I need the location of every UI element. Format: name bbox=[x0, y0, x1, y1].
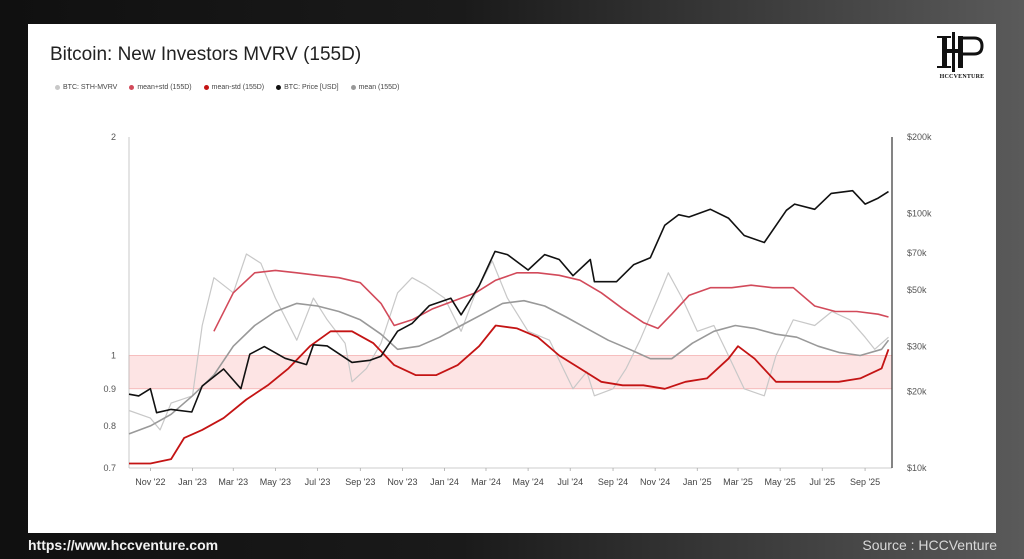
x-tick-label: Jan '25 bbox=[683, 477, 712, 487]
y-tick-label: 0.8 bbox=[103, 421, 116, 431]
chart-legend: BTC: STH-MVRV mean+std (155D) mean-std (… bbox=[55, 81, 399, 93]
series-line-btc-price-usd bbox=[128, 189, 889, 414]
tick-layer: 2 1 0.9 0.8 0.7 $200k $100k $70k $50k $30k $20k $10… bbox=[103, 132, 932, 487]
series-line-mean-std-155d bbox=[129, 324, 890, 465]
y-tick-label: 0.9 bbox=[103, 384, 116, 394]
x-tick-label: Jul '25 bbox=[809, 477, 835, 487]
x-tick-label: Jul '23 bbox=[305, 477, 331, 487]
legend-marker bbox=[203, 84, 209, 90]
x-tick-label: May '23 bbox=[260, 477, 291, 487]
legend-marker bbox=[350, 84, 356, 90]
legend-label: mean+std (155D) bbox=[137, 83, 192, 91]
mvrv-band bbox=[128, 355, 893, 390]
x-tick-label: May '25 bbox=[765, 477, 796, 487]
series-line-mean-std-155d bbox=[213, 269, 889, 332]
x-tick-label: Nov '23 bbox=[387, 477, 417, 487]
series-layer bbox=[128, 189, 890, 465]
hccventure-logo: HCCVENTURE bbox=[932, 32, 992, 84]
legend-label: BTC: STH-MVRV bbox=[63, 83, 118, 91]
x-tick-label: Nov '24 bbox=[640, 477, 670, 487]
chart-title: Bitcoin: New Investors MVRV (155D) bbox=[50, 44, 362, 65]
legend-item-sth-mvrv[interactable]: BTC: STH-MVRV bbox=[55, 84, 117, 91]
y2-tick-label: $50k bbox=[907, 285, 927, 295]
legend-marker bbox=[276, 84, 282, 90]
x-tick-label: Nov '22 bbox=[135, 477, 165, 487]
series-line-btc-sth-mvrv bbox=[128, 253, 889, 431]
chart-card: Bitcoin: New Investors MVRV (155D) BTC: … bbox=[28, 24, 996, 533]
legend-label: BTC: Price [USD] bbox=[284, 83, 339, 91]
chart-svg: 2 1 0.9 0.8 0.7 $200k $100k $70k $50k $30k $20k $10… bbox=[103, 132, 932, 487]
y2-tick-label: $100k bbox=[907, 209, 932, 219]
logo-text: HCCVENTURE bbox=[939, 74, 985, 80]
x-tick-label: Sep '23 bbox=[345, 477, 375, 487]
x-tick-label: Mar '25 bbox=[723, 477, 753, 487]
logo-mark-icon bbox=[937, 32, 984, 72]
legend-marker bbox=[55, 84, 60, 90]
legend-marker bbox=[129, 84, 135, 90]
legend-label: mean (155D) bbox=[358, 83, 400, 91]
x-tick-label: Sep '25 bbox=[850, 477, 880, 487]
legend-item-mean-plus-std[interactable]: mean+std (155D) bbox=[129, 83, 192, 91]
x-tick-label: May '24 bbox=[512, 477, 543, 487]
y2-tick-label: $200k bbox=[907, 132, 932, 142]
y2-tick-label: $70k bbox=[907, 248, 927, 258]
x-tick-label: Jan '23 bbox=[178, 477, 207, 487]
legend-item-mean-minus-std[interactable]: mean-std (155D) bbox=[203, 83, 265, 91]
legend-item-btc-price[interactable]: BTC: Price [USD] bbox=[276, 83, 339, 91]
y2-tick-label: $30k bbox=[907, 342, 927, 352]
y2-tick-label: $10k bbox=[907, 463, 927, 473]
footer-source: Source : HCCVenture bbox=[862, 537, 997, 553]
series-line-mean-155d bbox=[128, 299, 890, 435]
y-tick-label: 0.7 bbox=[103, 463, 116, 473]
footer-url[interactable]: https://www.hccventure.com bbox=[28, 537, 219, 553]
band-layer bbox=[128, 355, 893, 390]
y2-tick-label: $20k bbox=[907, 386, 927, 396]
x-tick-label: Jul '24 bbox=[557, 477, 583, 487]
legend-label: mean-std (155D) bbox=[211, 83, 265, 91]
y-tick-label: 1 bbox=[111, 351, 116, 361]
x-tick-label: Mar '24 bbox=[471, 477, 501, 487]
x-tick-label: Sep '24 bbox=[598, 477, 628, 487]
legend-item-mean[interactable]: mean (155D) bbox=[350, 83, 400, 91]
x-tick-label: Mar '23 bbox=[218, 477, 248, 487]
axes-layer bbox=[128, 137, 893, 469]
y-tick-label: 2 bbox=[111, 132, 116, 142]
x-tick-label: Jan '24 bbox=[430, 477, 459, 487]
